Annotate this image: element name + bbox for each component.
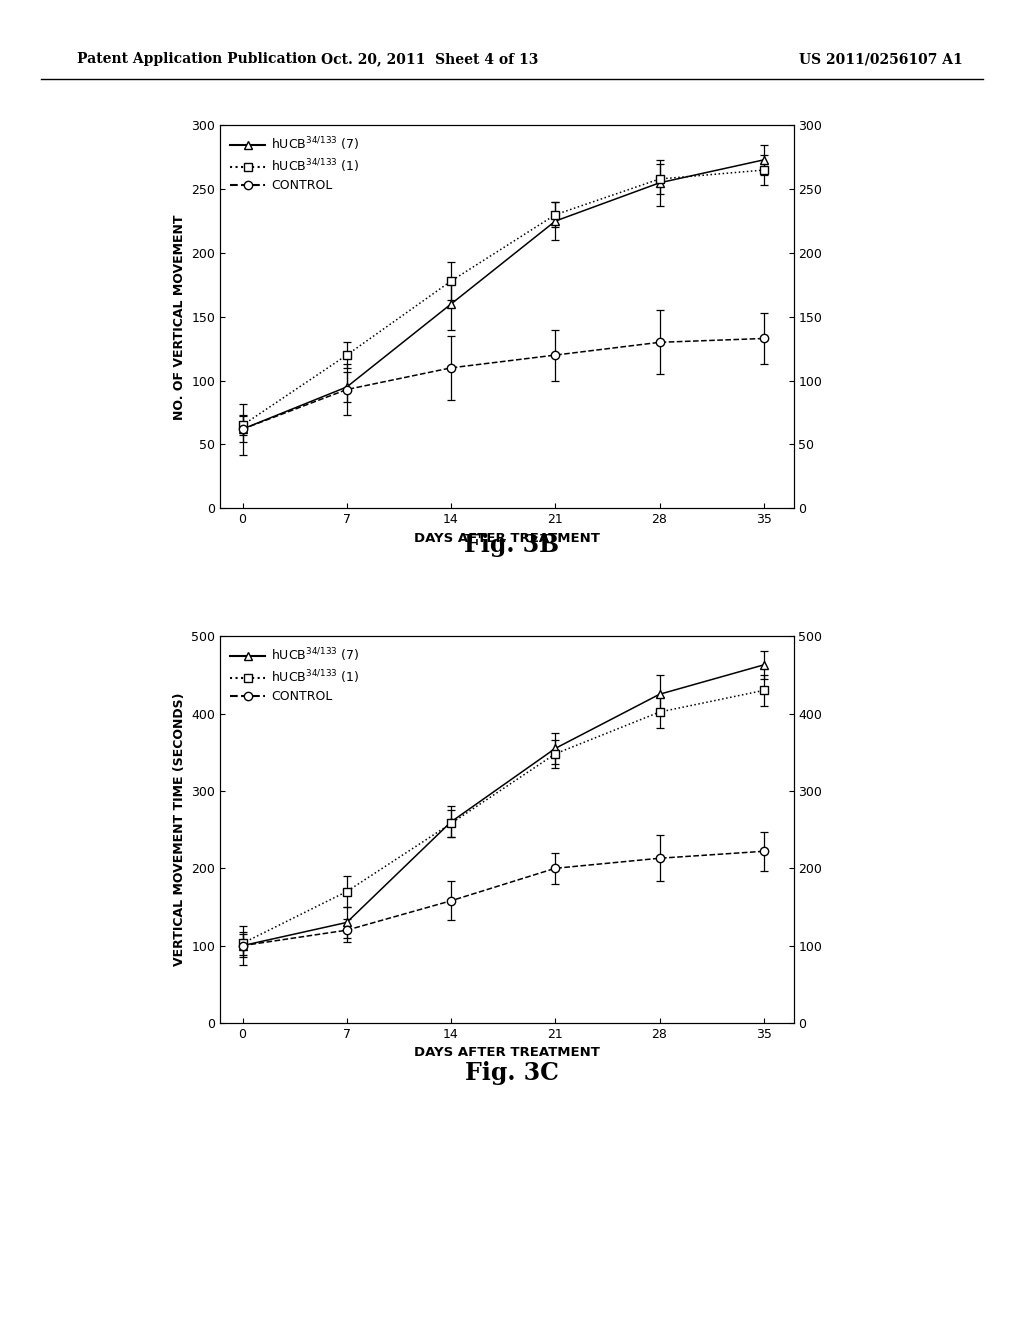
Text: Fig. 3C: Fig. 3C	[465, 1061, 559, 1085]
X-axis label: DAYS AFTER TREATMENT: DAYS AFTER TREATMENT	[414, 532, 600, 545]
Text: Patent Application Publication: Patent Application Publication	[77, 53, 316, 66]
Y-axis label: NO. OF VERTICAL MOVEMENT: NO. OF VERTICAL MOVEMENT	[173, 214, 186, 420]
Legend: hUCB$^{34/133}$ (7), hUCB$^{34/133}$ (1), CONTROL: hUCB$^{34/133}$ (7), hUCB$^{34/133}$ (1)…	[226, 132, 364, 197]
Y-axis label: VERTICAL MOVEMENT TIME (SECONDS): VERTICAL MOVEMENT TIME (SECONDS)	[173, 693, 185, 966]
Legend: hUCB$^{34/133}$ (7), hUCB$^{34/133}$ (1), CONTROL: hUCB$^{34/133}$ (7), hUCB$^{34/133}$ (1)…	[226, 643, 364, 708]
Text: Fig. 3B: Fig. 3B	[465, 533, 559, 557]
Text: US 2011/0256107 A1: US 2011/0256107 A1	[799, 53, 963, 66]
Text: Oct. 20, 2011  Sheet 4 of 13: Oct. 20, 2011 Sheet 4 of 13	[322, 53, 539, 66]
X-axis label: DAYS AFTER TREATMENT: DAYS AFTER TREATMENT	[414, 1047, 600, 1060]
